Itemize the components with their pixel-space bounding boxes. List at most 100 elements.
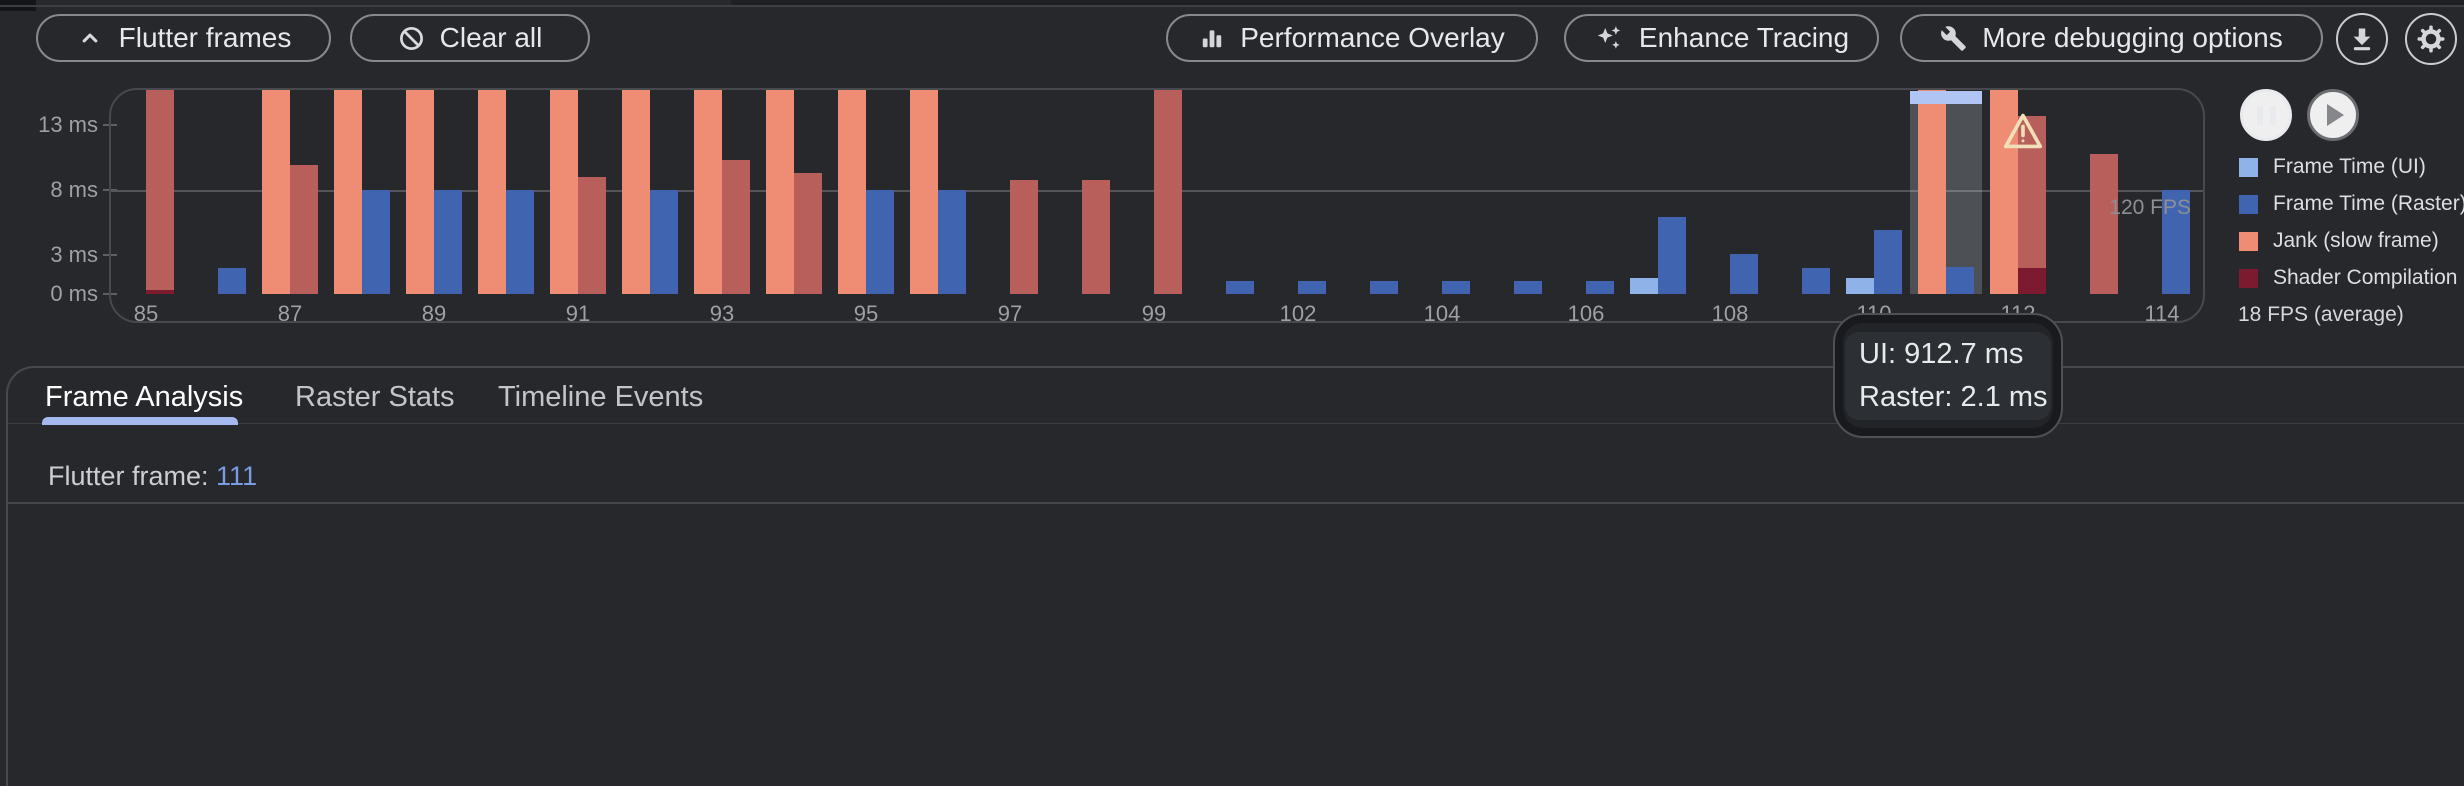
- x-axis-frame-label: 104: [1423, 301, 1461, 323]
- bar-chart-icon: [1199, 25, 1225, 51]
- flutter-frames-button[interactable]: Flutter frames: [36, 14, 331, 62]
- frame-bar-raster[interactable]: [146, 90, 174, 290]
- x-axis-frame-label: 89: [421, 301, 447, 323]
- frame-bar-ui[interactable]: [334, 90, 362, 294]
- frame-bar-raster[interactable]: [1010, 179, 1038, 294]
- frame-bar-ui[interactable]: [406, 90, 434, 294]
- frame-bar-ui[interactable]: [1918, 90, 1946, 294]
- legend-swatch: [2239, 157, 2258, 177]
- frame-bar-ui[interactable]: [550, 90, 578, 294]
- frame-bar-raster[interactable]: [290, 165, 318, 294]
- frame-bar-raster[interactable]: [1298, 281, 1326, 294]
- x-axis-frame-label: 108: [1711, 301, 1749, 323]
- frame-bar-raster[interactable]: [434, 190, 462, 294]
- frame-bar-raster[interactable]: [1154, 90, 1182, 294]
- frame-bar-ui[interactable]: [838, 90, 866, 294]
- frame-bar-shader-compilation[interactable]: [2018, 268, 2046, 294]
- frame-bar-raster[interactable]: [1658, 217, 1686, 294]
- frame-bar-raster[interactable]: [1802, 268, 1830, 294]
- play-button[interactable]: [2307, 89, 2359, 141]
- selected-tab-indicator: [42, 417, 238, 425]
- performance-overlay-label: Performance Overlay: [1240, 22, 1505, 53]
- legend-swatch: [2239, 194, 2258, 214]
- legend-item: Frame Time (UI): [2239, 155, 2426, 178]
- tab-bar-divider: [8, 423, 2464, 424]
- legend-label: Shader Compilation: [2273, 266, 2458, 289]
- more-debugging-options-label: More debugging options: [1982, 22, 2283, 53]
- frame-bar-ui[interactable]: [262, 90, 290, 294]
- block-icon: [398, 25, 425, 52]
- legend-label: Jank (slow frame): [2273, 229, 2439, 252]
- frame-bar-raster[interactable]: [866, 190, 894, 294]
- frame-bar-ui[interactable]: [766, 90, 794, 294]
- frame-bar-raster[interactable]: [1442, 281, 1470, 294]
- frame-bar-ui[interactable]: [478, 90, 506, 294]
- frame-bar-raster[interactable]: [578, 177, 606, 294]
- frame-bar-raster[interactable]: [1226, 281, 1254, 294]
- pause-button[interactable]: [2240, 89, 2292, 141]
- frame-bar-raster[interactable]: [794, 173, 822, 294]
- frame-bar-raster[interactable]: [722, 160, 750, 294]
- clear-all-button[interactable]: Clear all: [350, 14, 590, 62]
- settings-gear-button[interactable]: [2405, 13, 2457, 65]
- details-panel: [6, 366, 2464, 786]
- pause-icon: [2256, 105, 2276, 125]
- frame-bar-ui[interactable]: [694, 90, 722, 294]
- x-axis-frame-label: 93: [709, 301, 735, 323]
- flutter-frames-label: Flutter frames: [118, 22, 292, 53]
- play-icon: [2326, 104, 2344, 126]
- window-top-strip-left: [0, 0, 731, 5]
- sparkles-icon: [1594, 23, 1624, 53]
- more-debugging-options-button[interactable]: More debugging options: [1900, 14, 2323, 62]
- frame-bar-raster[interactable]: [1874, 230, 1902, 294]
- enhance-tracing-button[interactable]: Enhance Tracing: [1564, 14, 1879, 62]
- enhance-tracing-label: Enhance Tracing: [1638, 22, 1850, 53]
- chevron-up-icon: [76, 24, 104, 52]
- x-axis-frame-label: 97: [997, 301, 1023, 323]
- frame-bar-raster[interactable]: [218, 268, 246, 294]
- frame-bar-raster[interactable]: [1082, 179, 1110, 294]
- flutter-frame-label: Flutter frame:: [48, 461, 217, 491]
- frame-bar-raster[interactable]: [2090, 153, 2118, 294]
- legend-swatch: [2239, 231, 2258, 251]
- frame-bar-raster[interactable]: [1514, 281, 1542, 294]
- shader-jank-warning-icon[interactable]: [2001, 111, 2045, 151]
- window-top-divider: [0, 5, 2464, 7]
- frame-bar-raster[interactable]: [362, 190, 390, 294]
- clear-all-label: Clear all: [439, 22, 543, 53]
- average-fps-label: 18 FPS (average): [2238, 303, 2404, 326]
- x-axis-frame-label: 114: [2144, 301, 2180, 323]
- frame-bar-raster[interactable]: [1730, 253, 1758, 294]
- flutter-frame-number-link[interactable]: 111: [216, 461, 258, 491]
- frame-bar-raster[interactable]: [1370, 281, 1398, 294]
- x-axis-frame-label: 102: [1279, 301, 1317, 323]
- frames-chart[interactable]: 120 FPS 85 87 89 91 93 95 97 99 102 104 106 108 110 1…: [109, 88, 2205, 323]
- frame-bar-ui[interactable]: [1990, 90, 2018, 294]
- frame-bar-raster[interactable]: [506, 190, 534, 294]
- tab-frame-analysis[interactable]: Frame Analysis: [45, 381, 244, 413]
- frame-bar-raster[interactable]: [938, 190, 966, 294]
- frame-bar-ui[interactable]: [1630, 278, 1658, 294]
- y-axis-label-3ms: 3 ms: [50, 242, 98, 267]
- frame-bar-ui[interactable]: [910, 90, 938, 294]
- tooltip-ui-time: UI: 912.7 ms: [1859, 337, 2024, 370]
- tab-timeline-events[interactable]: Timeline Events: [498, 381, 704, 413]
- flutter-frame-line: Flutter frame: 111: [48, 461, 257, 492]
- frame-bar-ui[interactable]: [622, 90, 650, 294]
- download-icon: [2348, 25, 2376, 53]
- x-axis-frame-label: 85: [133, 301, 159, 323]
- tab-raster-stats[interactable]: Raster Stats: [295, 381, 455, 413]
- export-download-button[interactable]: [2336, 13, 2388, 65]
- frame-bar-raster[interactable]: [650, 190, 678, 294]
- frame-bar-shader-compilation[interactable]: [146, 290, 174, 294]
- frame-bar-ui[interactable]: [1846, 278, 1874, 294]
- legend-item: Jank (slow frame): [2239, 229, 2439, 252]
- frame-bar-raster[interactable]: [1946, 266, 1974, 294]
- frame-bar-raster[interactable]: [1586, 281, 1614, 294]
- legend-label: Frame Time (UI): [2273, 155, 2426, 178]
- wrench-icon: [1940, 25, 1967, 52]
- selected-frame-cap: [1910, 91, 1982, 104]
- performance-overlay-button[interactable]: Performance Overlay: [1166, 14, 1538, 62]
- x-axis-frame-label: 91: [565, 301, 591, 323]
- frame-bar-raster[interactable]: [2162, 190, 2190, 294]
